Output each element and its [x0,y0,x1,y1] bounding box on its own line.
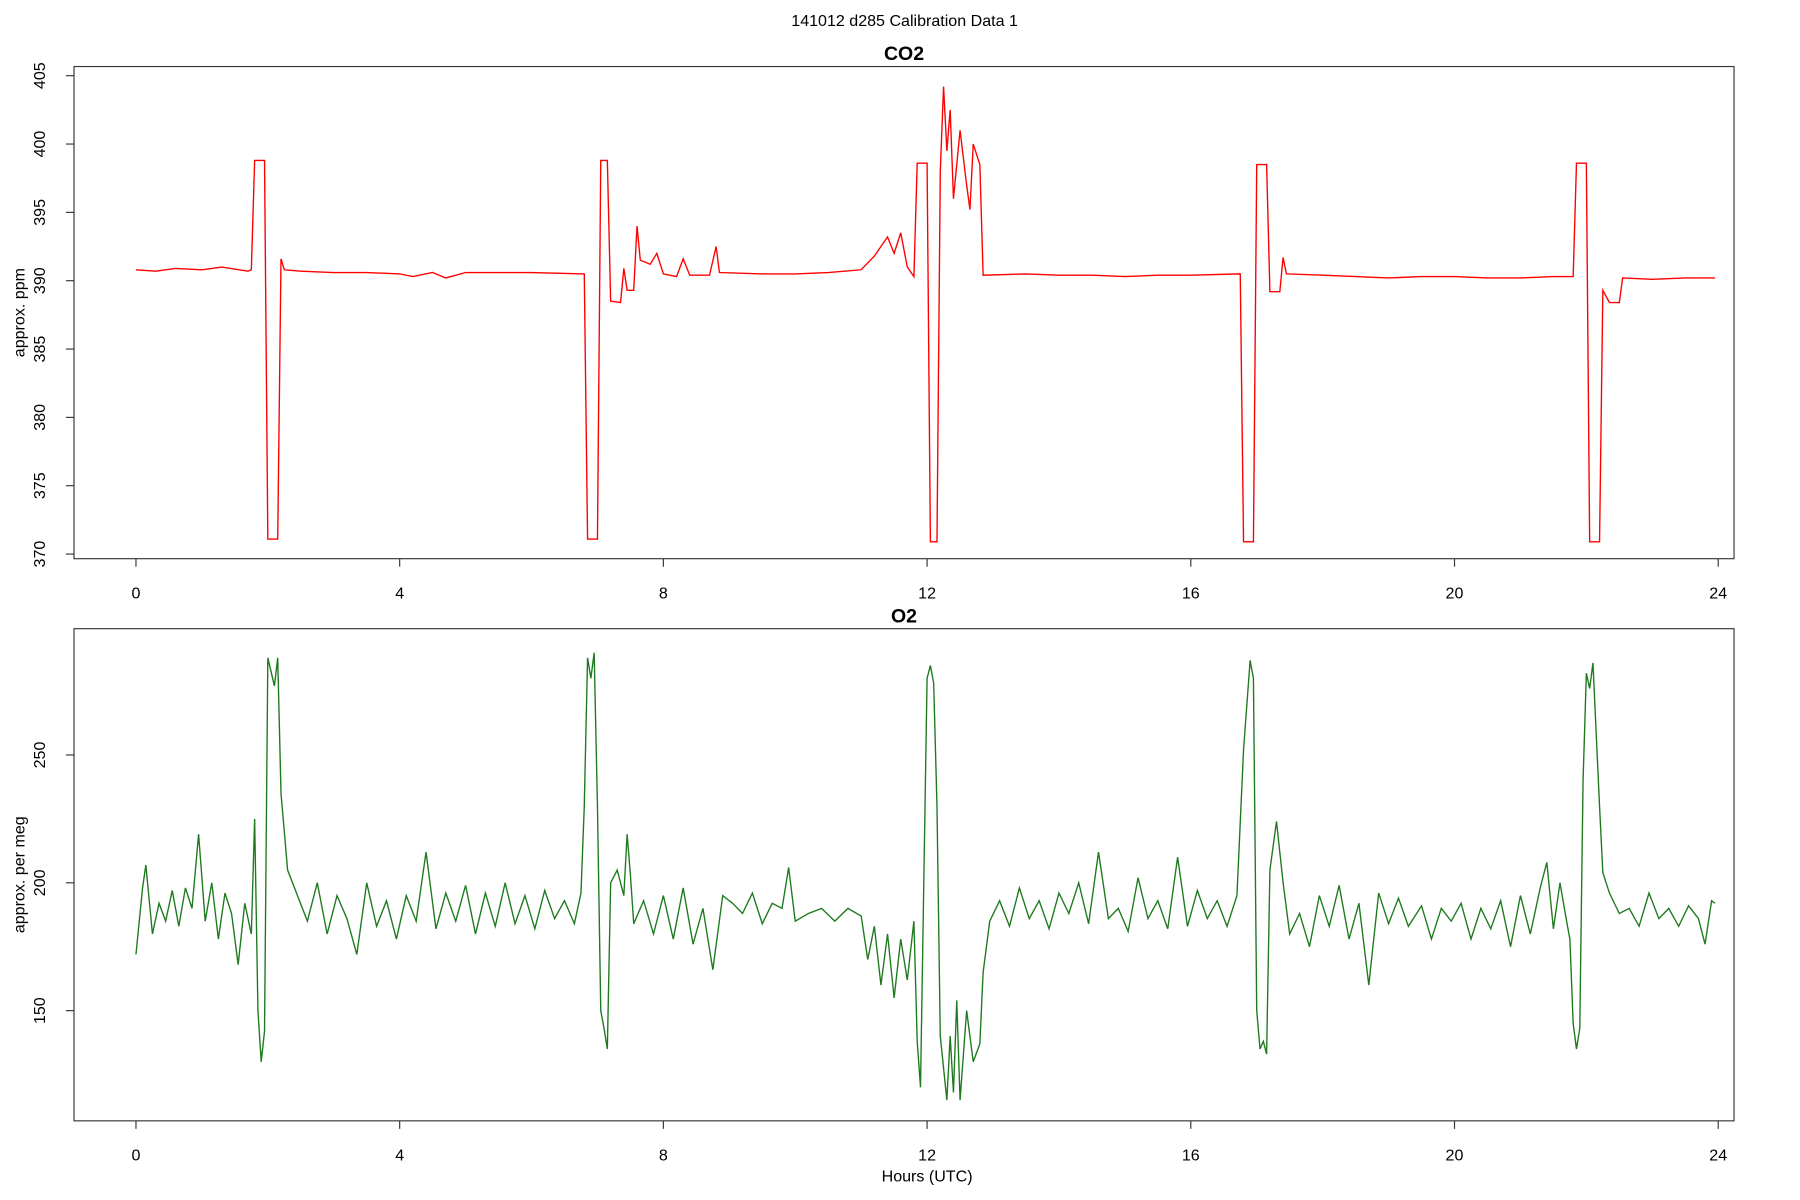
y-tick-label: 385 [31,336,49,363]
y-tick-label: 150 [31,997,49,1024]
x-tick-label: 4 [395,585,404,603]
y-tick-label: 405 [31,62,49,89]
figure-title: 141012 d285 Calibration Data 1 [791,12,1018,30]
y-tick-label: 375 [31,472,49,499]
y-tick-label: 400 [31,131,49,158]
y-axis-label: approx. ppm [10,268,28,357]
y-tick-label: 200 [31,869,49,896]
x-tick-label: 0 [131,585,140,603]
y-tick-label: 380 [31,404,49,431]
x-tick-label: 16 [1182,585,1200,603]
data-line [135,86,1715,543]
data-line [135,652,1716,1101]
plot-frame [73,65,1735,560]
x-tick-label: 8 [659,585,668,603]
x-tick-label: 20 [1446,1147,1464,1165]
x-tick-label: 12 [918,585,936,603]
y-axis-label: approx. per meg [10,816,28,933]
x-tick-label: 8 [659,1147,668,1165]
x-tick-label: 16 [1182,1147,1200,1165]
panel-title: O2 [891,605,917,627]
x-tick-label: 24 [1709,1147,1727,1165]
y-tick-label: 395 [31,199,49,226]
y-tick-label: 370 [31,541,49,568]
x-tick-label: 4 [395,1147,404,1165]
y-tick-label: 250 [31,742,49,769]
x-tick-label: 20 [1446,585,1464,603]
x-tick-label: 12 [918,1147,936,1165]
x-axis-label: Hours (UTC) [882,1167,973,1185]
x-tick-label: 24 [1709,585,1727,603]
x-tick-label: 0 [131,1147,140,1165]
panel-title: CO2 [884,43,924,65]
plot-frame [73,628,1735,1122]
y-tick-label: 390 [31,267,49,294]
